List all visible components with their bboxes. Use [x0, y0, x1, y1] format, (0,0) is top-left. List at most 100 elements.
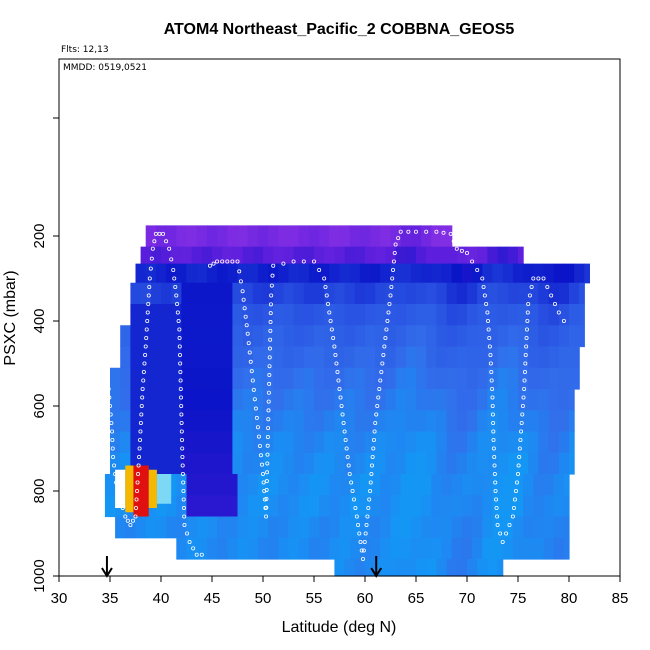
heatmap-cell — [410, 263, 422, 284]
heatmap-cell — [507, 246, 519, 265]
flight-sample-point — [368, 480, 373, 485]
heatmap-cell — [344, 282, 356, 305]
heatmap-cell — [482, 263, 494, 284]
heatmap-cell — [293, 282, 305, 305]
heatmap-cell — [201, 246, 213, 265]
heatmap-cell — [569, 389, 575, 411]
flight-sample-point — [266, 408, 271, 413]
heatmap-cell — [181, 389, 193, 411]
flight-sample-point — [424, 229, 429, 234]
heatmap-cell — [242, 431, 254, 454]
heatmap-cell — [497, 452, 509, 475]
heatmap-cell — [380, 225, 392, 248]
heatmap-cell — [110, 452, 121, 475]
heatmap-cell — [416, 410, 427, 433]
heatmap-cell — [456, 452, 468, 475]
heatmap-cell — [456, 559, 468, 577]
flight-sample-point — [322, 276, 327, 281]
heatmap-cell — [405, 559, 417, 577]
heatmap-cell — [206, 516, 218, 539]
heatmap-cell — [456, 389, 468, 411]
heatmap-cell — [416, 282, 427, 305]
heatmap-cell — [324, 282, 335, 305]
heatmap-cell — [538, 304, 550, 326]
heatmap-cell — [405, 389, 417, 411]
heatmap-cell — [405, 304, 417, 326]
flight-sample-point — [256, 434, 261, 439]
flight-sample-point — [354, 514, 359, 519]
heatmap-cell — [359, 474, 371, 496]
heatmap-cell — [507, 452, 519, 475]
heatmap-cell — [263, 304, 274, 326]
heatmap-cell — [196, 263, 208, 284]
heatmap-cell — [166, 474, 177, 496]
heatmap-cell — [166, 516, 177, 539]
heatmap-cell — [201, 410, 213, 433]
heatmap-cell — [283, 304, 295, 326]
heatmap-cell — [380, 537, 392, 560]
heatmap-cell — [456, 346, 468, 369]
flight-sample-point — [238, 279, 243, 284]
heatmap-cell — [426, 367, 437, 390]
flight-sample-point — [141, 378, 146, 383]
flight-sample-point — [522, 378, 527, 383]
flight-sample-point — [527, 293, 532, 298]
heatmap-cell — [416, 389, 427, 411]
heatmap-cell — [354, 304, 366, 326]
heatmap-cell — [365, 559, 376, 577]
heatmap-cell — [212, 246, 223, 265]
heatmap-cell — [579, 304, 585, 326]
heatmap-cell — [354, 325, 366, 348]
x-tick-label: 85 — [612, 590, 629, 607]
heatmap-cell — [477, 325, 488, 348]
heatmap-cell — [365, 410, 376, 433]
heatmap-cell — [436, 325, 448, 348]
flight-sample-point — [518, 437, 523, 442]
arrow-markers — [101, 556, 383, 578]
heatmap-cell — [166, 225, 177, 248]
flight-sample-point — [265, 470, 270, 475]
flight-sample-point — [141, 369, 146, 374]
heatmap-cell — [375, 410, 386, 433]
flight-sample-point — [194, 552, 199, 557]
flight-sample-point — [148, 266, 153, 271]
heatmap-cell — [268, 474, 279, 496]
heatmap-cell — [263, 431, 274, 454]
flight-sample-point — [161, 231, 166, 236]
arrow-head — [101, 567, 113, 578]
heatmap-cell — [456, 367, 468, 390]
heatmap-cell — [237, 263, 249, 284]
flight-sample-point — [545, 284, 550, 289]
heatmap-cell — [212, 346, 223, 369]
heatmap-cell — [247, 495, 259, 518]
flight-sample-point — [130, 518, 135, 523]
heatmap-cell — [252, 246, 264, 265]
hotspot-cell — [148, 469, 157, 508]
flight-sample-point — [249, 369, 254, 374]
heatmap-cell — [334, 559, 346, 577]
heatmap-cell — [436, 410, 448, 433]
heatmap-cell — [263, 246, 274, 265]
heatmap-cell — [395, 410, 407, 433]
heatmap-cell — [380, 516, 392, 539]
heatmap-cell — [237, 495, 249, 518]
heatmap-cell — [405, 346, 417, 369]
flight-sample-point — [363, 531, 368, 536]
heatmap-cell — [293, 246, 305, 265]
heatmap-cell — [303, 431, 315, 454]
heatmap-cell — [477, 410, 488, 433]
heatmap-cell — [288, 263, 300, 284]
heatmap-cell — [334, 367, 346, 390]
heatmap-cell — [181, 431, 193, 454]
flight-sample-point — [519, 420, 524, 425]
heatmap-cell — [263, 367, 274, 390]
heatmap-cell — [324, 346, 335, 369]
heatmap-cell — [288, 474, 300, 496]
heatmap-cell — [523, 495, 534, 518]
heatmap-cell — [217, 516, 228, 539]
flight-sample-point — [264, 496, 269, 501]
heatmap-cell — [461, 495, 473, 518]
heatmap-cell — [242, 367, 254, 390]
flight-sample-point — [142, 361, 147, 366]
heatmap-cell — [166, 263, 177, 284]
